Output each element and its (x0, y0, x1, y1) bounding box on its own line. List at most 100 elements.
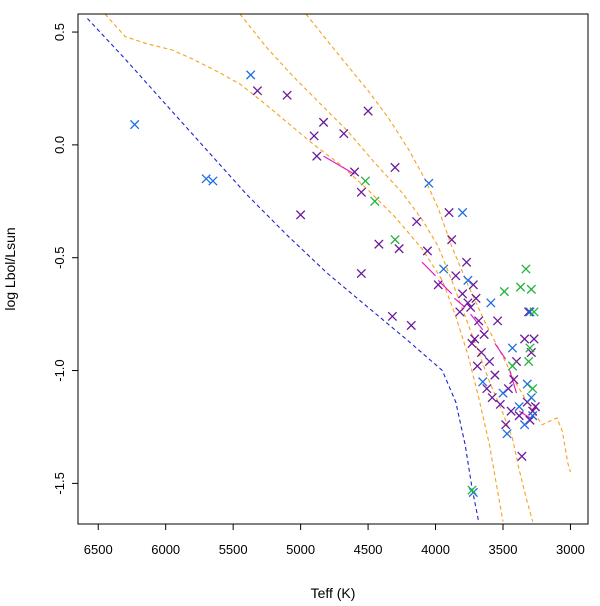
data-point (356, 268, 366, 279)
data-point (525, 307, 535, 317)
data-point (470, 334, 480, 344)
data-point (490, 370, 500, 380)
data-point (463, 298, 473, 308)
data-point (130, 119, 140, 130)
y-tick-label: 0.5 (52, 23, 67, 41)
x-tick-label: 5500 (219, 542, 248, 557)
data-point (455, 307, 465, 317)
data-point (519, 420, 530, 430)
x-tick-label: 5000 (286, 542, 315, 557)
x-tick-label: 3500 (489, 542, 518, 557)
data-point (444, 207, 454, 218)
data-point (318, 117, 329, 127)
data-point (514, 401, 524, 412)
data-point (472, 361, 483, 371)
data-point (529, 334, 539, 344)
plot-clip-group (86, 14, 572, 522)
data-point (339, 128, 349, 139)
data-point (519, 334, 530, 344)
plot-frame (77, 13, 589, 525)
series-line-3 (305, 14, 572, 473)
data-point (246, 70, 256, 80)
x-tick-label: 6000 (151, 542, 180, 557)
data-point (507, 361, 518, 371)
series-line-1 (104, 14, 504, 522)
magenta-segment (509, 370, 518, 394)
data-point (530, 401, 541, 412)
data-point (282, 90, 292, 100)
y-axis-title: log Lbol/Lsun (2, 227, 18, 310)
series-line-2 (239, 14, 534, 522)
data-point (528, 383, 538, 394)
data-point (476, 347, 487, 358)
data-point (438, 264, 449, 274)
data-point (295, 210, 306, 220)
data-point (525, 343, 535, 353)
data-point (467, 485, 477, 495)
data-point (523, 356, 534, 367)
data-point (502, 429, 512, 439)
data-point (201, 174, 211, 184)
data-point (360, 176, 371, 186)
data-point (411, 216, 422, 227)
data-point (312, 151, 322, 161)
magenta-segment (518, 410, 531, 419)
data-point (252, 86, 263, 96)
y-tick-label: -1.0 (52, 359, 67, 381)
data-point (528, 406, 538, 416)
series-line-0 (86, 18, 480, 522)
data-point (492, 316, 503, 326)
data-point (482, 383, 492, 394)
data-point (447, 235, 457, 245)
data-point (507, 343, 518, 353)
data-point (394, 244, 404, 254)
data-point (390, 162, 400, 173)
data-point (374, 239, 384, 249)
data-point (506, 406, 516, 416)
data-point (526, 284, 536, 294)
data-point (433, 280, 443, 290)
data-point (309, 131, 319, 141)
data-point (479, 329, 489, 340)
magenta-segment (454, 297, 466, 308)
x-tick-label: 4000 (421, 542, 450, 557)
y-tick-label: 0.0 (52, 136, 67, 154)
y-tick-label: -0.5 (52, 247, 67, 269)
data-point (487, 392, 497, 403)
data-point (424, 178, 434, 188)
data-point (457, 207, 468, 218)
x-axis-title: Teff (K) (311, 585, 356, 601)
y-axis: 0.5 0.0 -0.5 -1.0 -1.5 (52, 23, 78, 495)
data-point (478, 377, 488, 387)
data-point (521, 264, 531, 274)
data-point (517, 451, 527, 461)
data-point (495, 399, 505, 410)
y-tick-label: -1.5 (52, 472, 67, 494)
data-point (484, 356, 495, 367)
data-point (406, 320, 416, 331)
data-point (528, 411, 538, 421)
data-point (465, 302, 476, 313)
data-point (390, 235, 400, 245)
data-point (501, 420, 511, 430)
data-point (387, 311, 398, 322)
data-point (471, 293, 481, 303)
data-point (467, 338, 477, 349)
data-point (463, 275, 473, 285)
data-point (498, 388, 508, 398)
data-point (370, 196, 380, 206)
magenta-segment (494, 343, 507, 360)
data-point (509, 374, 519, 385)
data-point (208, 176, 218, 186)
data-point (356, 187, 366, 197)
data-point (486, 298, 496, 308)
x-tick-label: 6500 (84, 542, 113, 557)
data-point (526, 392, 536, 403)
magenta-segment (323, 155, 355, 175)
data-point (422, 246, 433, 256)
x-tick-label: 4500 (354, 542, 383, 557)
x-tick-label: 3000 (556, 542, 585, 557)
data-point (451, 271, 461, 281)
data-point (461, 257, 472, 267)
